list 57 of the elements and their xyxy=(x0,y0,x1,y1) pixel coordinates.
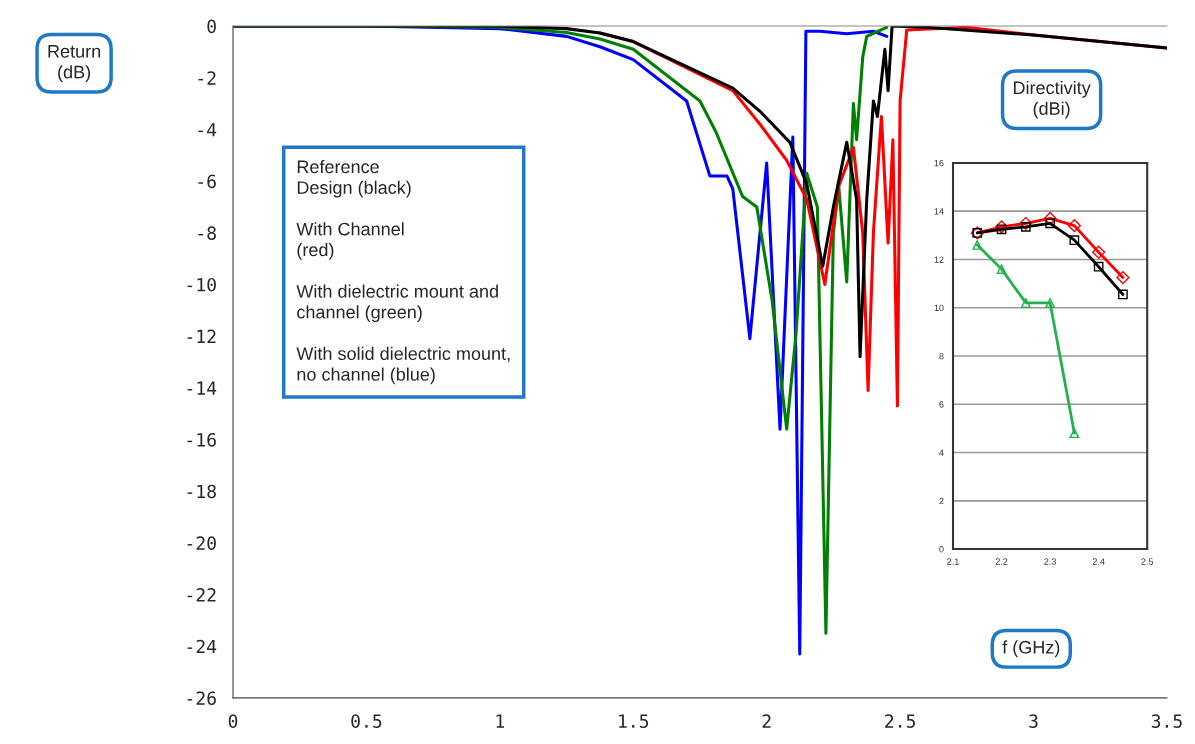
x-tick-label: 3 xyxy=(1029,714,1038,728)
y-tick-label: -2 xyxy=(198,71,216,85)
point xyxy=(1045,298,1055,308)
y-tick-label: -18 xyxy=(187,484,216,499)
y-tick-label: -4 xyxy=(198,123,217,137)
y-axis-title: Directivity (dBi) xyxy=(1013,80,1091,119)
point xyxy=(1020,298,1031,308)
x-tick-label: 2 xyxy=(762,714,771,728)
x-tick-label: 0.5 xyxy=(351,714,382,728)
x-tick-label: 1.5 xyxy=(619,714,649,728)
x-tick-label: 2.2 xyxy=(995,558,1008,565)
y-tick-label: 0 xyxy=(939,546,944,553)
y-tick-label: 10 xyxy=(934,304,944,312)
y-tick-label: -22 xyxy=(187,588,216,602)
y-tick-label: 14 xyxy=(934,208,944,215)
x-tick-label: 1 xyxy=(496,714,505,728)
point xyxy=(1118,289,1128,300)
x-tick-label: 2.1 xyxy=(947,558,959,565)
point xyxy=(1043,211,1057,226)
y-axis-title: Return (dB) xyxy=(48,45,101,83)
y-tick-label: 12 xyxy=(934,256,944,263)
point xyxy=(996,264,1007,274)
y-tick-label: -16 xyxy=(187,432,216,447)
y-tick-label: 4 xyxy=(939,449,944,456)
point xyxy=(1045,218,1055,229)
point xyxy=(972,240,983,250)
y-tick-label: 16 xyxy=(934,159,944,167)
y-tick-label: -14 xyxy=(187,381,217,395)
point xyxy=(1116,270,1130,285)
x-tick-label: 2.5 xyxy=(885,714,915,728)
point xyxy=(994,220,1009,234)
y-tick-label: 6 xyxy=(939,401,944,408)
y-tick-label: 2 xyxy=(939,497,944,505)
point xyxy=(1067,219,1081,233)
y-tick-label: 8 xyxy=(939,352,944,360)
point xyxy=(1020,222,1031,232)
y-tick-label: -8 xyxy=(198,226,216,240)
x-tick-label: 2.5 xyxy=(1141,558,1154,565)
y-tick-label: -10 xyxy=(187,277,216,292)
y-tick-label: 0 xyxy=(207,19,216,34)
y-tick-label: -12 xyxy=(187,329,216,344)
point xyxy=(1069,428,1080,439)
point xyxy=(996,224,1007,235)
y-tick-label: -6 xyxy=(198,174,216,189)
point xyxy=(1069,235,1080,246)
point xyxy=(1092,245,1106,259)
point xyxy=(1019,216,1033,230)
x-tick-label: 2.3 xyxy=(1044,558,1056,565)
text: Reference Design (black) With Channel (red) With dielectric mount and channel (green) With solid dielectric mount, no channel (blue) xyxy=(296,159,510,385)
x-tick-label: 3.5 xyxy=(1151,714,1182,728)
x-tick-label: 2.4 xyxy=(1092,558,1105,565)
y-tick-label: -26 xyxy=(187,691,216,706)
x-axis-title: f (GHz) xyxy=(1002,640,1060,658)
y-tick-label: -20 xyxy=(187,536,216,550)
x-tick-label: 0 xyxy=(228,714,238,728)
y-tick-label: -24 xyxy=(187,639,217,654)
point xyxy=(1093,261,1104,272)
